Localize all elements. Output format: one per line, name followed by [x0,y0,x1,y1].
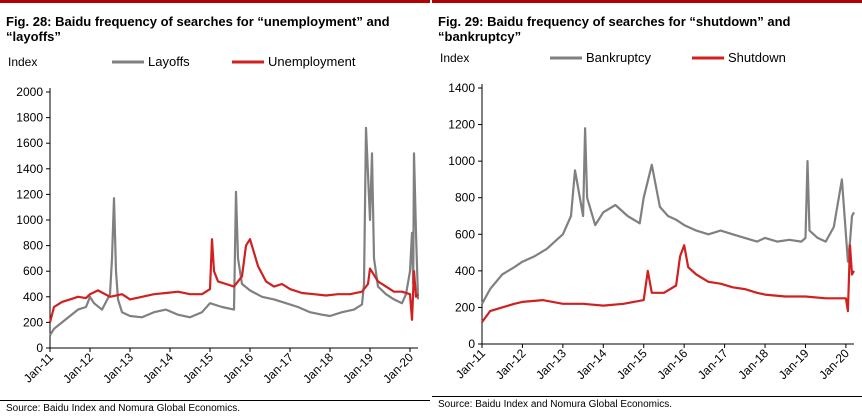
panel-bottom-rule [0,400,430,401]
y-tick-label: 0 [468,337,475,351]
y-tick-label: 800 [455,191,475,205]
y-tick-label: 200 [455,300,475,314]
panel-top-rule [0,0,430,3]
x-tick-label: Jan-16 [654,346,690,382]
y-axis-label: Index [8,55,37,69]
figure-28-panel: Fig. 28: Baidu frequency of searches for… [0,0,430,419]
x-tick-label: Jan-11 [453,346,488,381]
x-tick-label: Jan-16 [220,350,256,386]
legend-label-shutdown: Shutdown [728,50,786,65]
y-tick-label: 400 [455,264,475,278]
x-tick-label: Jan-17 [260,350,296,386]
y-tick-label: 1800 [16,111,43,125]
chart-title: Fig. 29: Baidu frequency of searches for… [438,14,791,44]
y-tick-label: 400 [23,290,43,304]
y-tick-label: 1400 [448,81,475,95]
x-tick-label: Jan-15 [180,350,216,386]
x-tick-label: Jan-19 [776,346,812,382]
y-tick-label: 2000 [16,85,43,99]
x-tick-label: Jan-19 [340,350,376,386]
chart-title: Fig. 28: Baidu frequency of searches for… [6,14,390,44]
y-axis-label: Index [440,51,469,65]
x-tick-label: Jan-12 [60,350,96,386]
series-line-shutdown [481,244,855,323]
series-line-unemployment [48,238,419,323]
x-tick-label: Jan-14 [140,350,176,386]
x-tick-label: Jan-17 [695,346,731,382]
source-note: Source: Baidu Index and Nomura Global Ec… [438,399,673,410]
legend-label-unemployment: Unemployment [268,54,356,69]
x-tick-label: Jan-13 [100,350,136,386]
x-tick-label: Jan-12 [493,346,529,382]
series-line-bankruptcy [481,127,855,305]
x-tick-label: Jan-18 [300,350,336,386]
x-tick-label: Jan-13 [533,346,569,382]
y-tick-label: 200 [23,315,43,329]
y-tick-label: 1000 [16,213,43,227]
y-tick-label: 1200 [448,118,475,132]
y-tick-label: 600 [455,227,475,241]
x-tick-label: Jan-18 [735,346,771,382]
figure-29-panel: Fig. 29: Baidu frequency of searches for… [432,0,862,419]
x-tick-label: Jan-20 [816,346,852,382]
legend-label-layoffs: Layoffs [148,54,190,69]
y-tick-label: 600 [23,264,43,278]
y-tick-label: 0 [36,341,43,355]
x-tick-label: Jan-20 [380,350,416,386]
panel-bottom-rule [432,396,862,397]
x-tick-label: Jan-15 [614,346,650,382]
chart-28-plot: Index 0 200 400 600 800 1000 1200 1400 1600 1800 20… [8,54,420,386]
y-tick-label: 1600 [16,136,43,150]
panel-top-rule [432,0,862,3]
x-tick-label: Jan-14 [574,346,610,382]
y-tick-label: 1400 [16,162,43,176]
x-tick-label: Jan-11 [21,350,56,385]
y-tick-label: 1200 [16,187,43,201]
y-tick-label: 800 [23,239,43,253]
y-tick-label: 1000 [448,154,475,168]
series-line-layoffs [49,126,420,336]
legend-label-bankruptcy: Bankruptcy [586,50,652,65]
source-note: Source: Baidu Index and Nomura Global Ec… [6,403,241,414]
